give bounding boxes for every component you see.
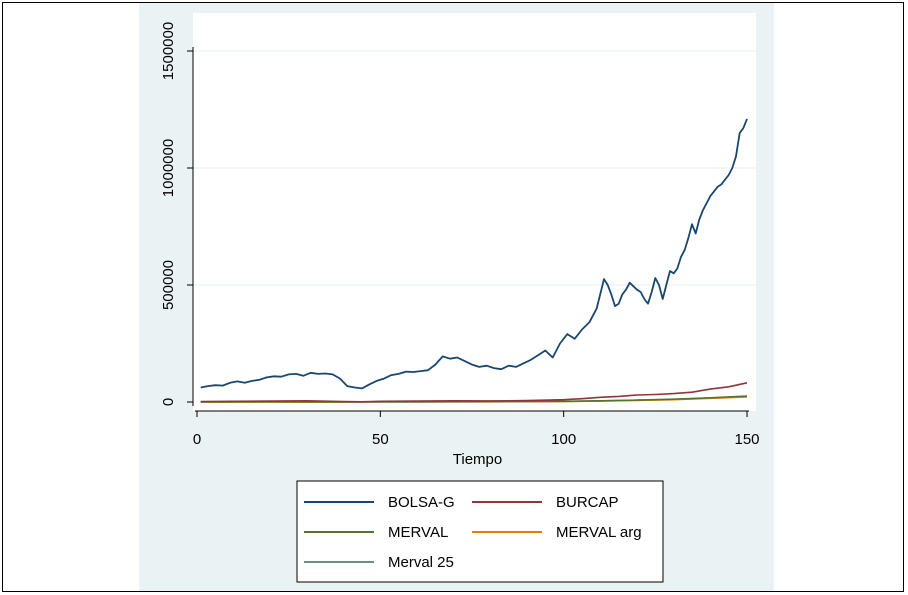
y-tick-label-1: 500000: [160, 260, 177, 310]
legend-label-merval: MERVAL: [388, 524, 448, 541]
legend-label-merval-arg: MERVAL arg: [556, 524, 642, 541]
legend-label-burcap: BURCAP: [556, 494, 619, 511]
y-tick-label-0: 0: [160, 398, 177, 406]
x-tick-label-1: 50: [372, 431, 389, 448]
x-tick-label-0: 0: [193, 431, 201, 448]
x-axis-title: Tiempo: [453, 451, 502, 468]
y-tick-label-2: 1000000: [160, 139, 177, 197]
x-tick-label-3: 150: [734, 431, 759, 448]
line-chart: 0 500000 1000000 1500000 0 50 100 150 Tiempo BOL…: [160, 13, 760, 583]
y-tick-label-3: 1500000: [160, 22, 177, 80]
series-line-merval: [200, 395, 748, 403]
legend: BOLSA-G BURCAP MERVAL MERVAL arg Merval 25: [296, 480, 664, 583]
legend-label-merval-25: Merval 25: [388, 554, 454, 571]
plot-area: [193, 13, 756, 411]
grid-lines: [193, 50, 756, 286]
series-line-bolsa-g: [200, 118, 748, 390]
series-line-burcap: [200, 382, 748, 403]
x-tick-label-2: 100: [551, 431, 576, 448]
legend-label-bolsa-g: BOLSA-G: [388, 494, 455, 511]
series-lines: [200, 118, 748, 403]
axes: 0 500000 1000000 1500000 0 50 100 150 Tiempo: [160, 22, 760, 468]
